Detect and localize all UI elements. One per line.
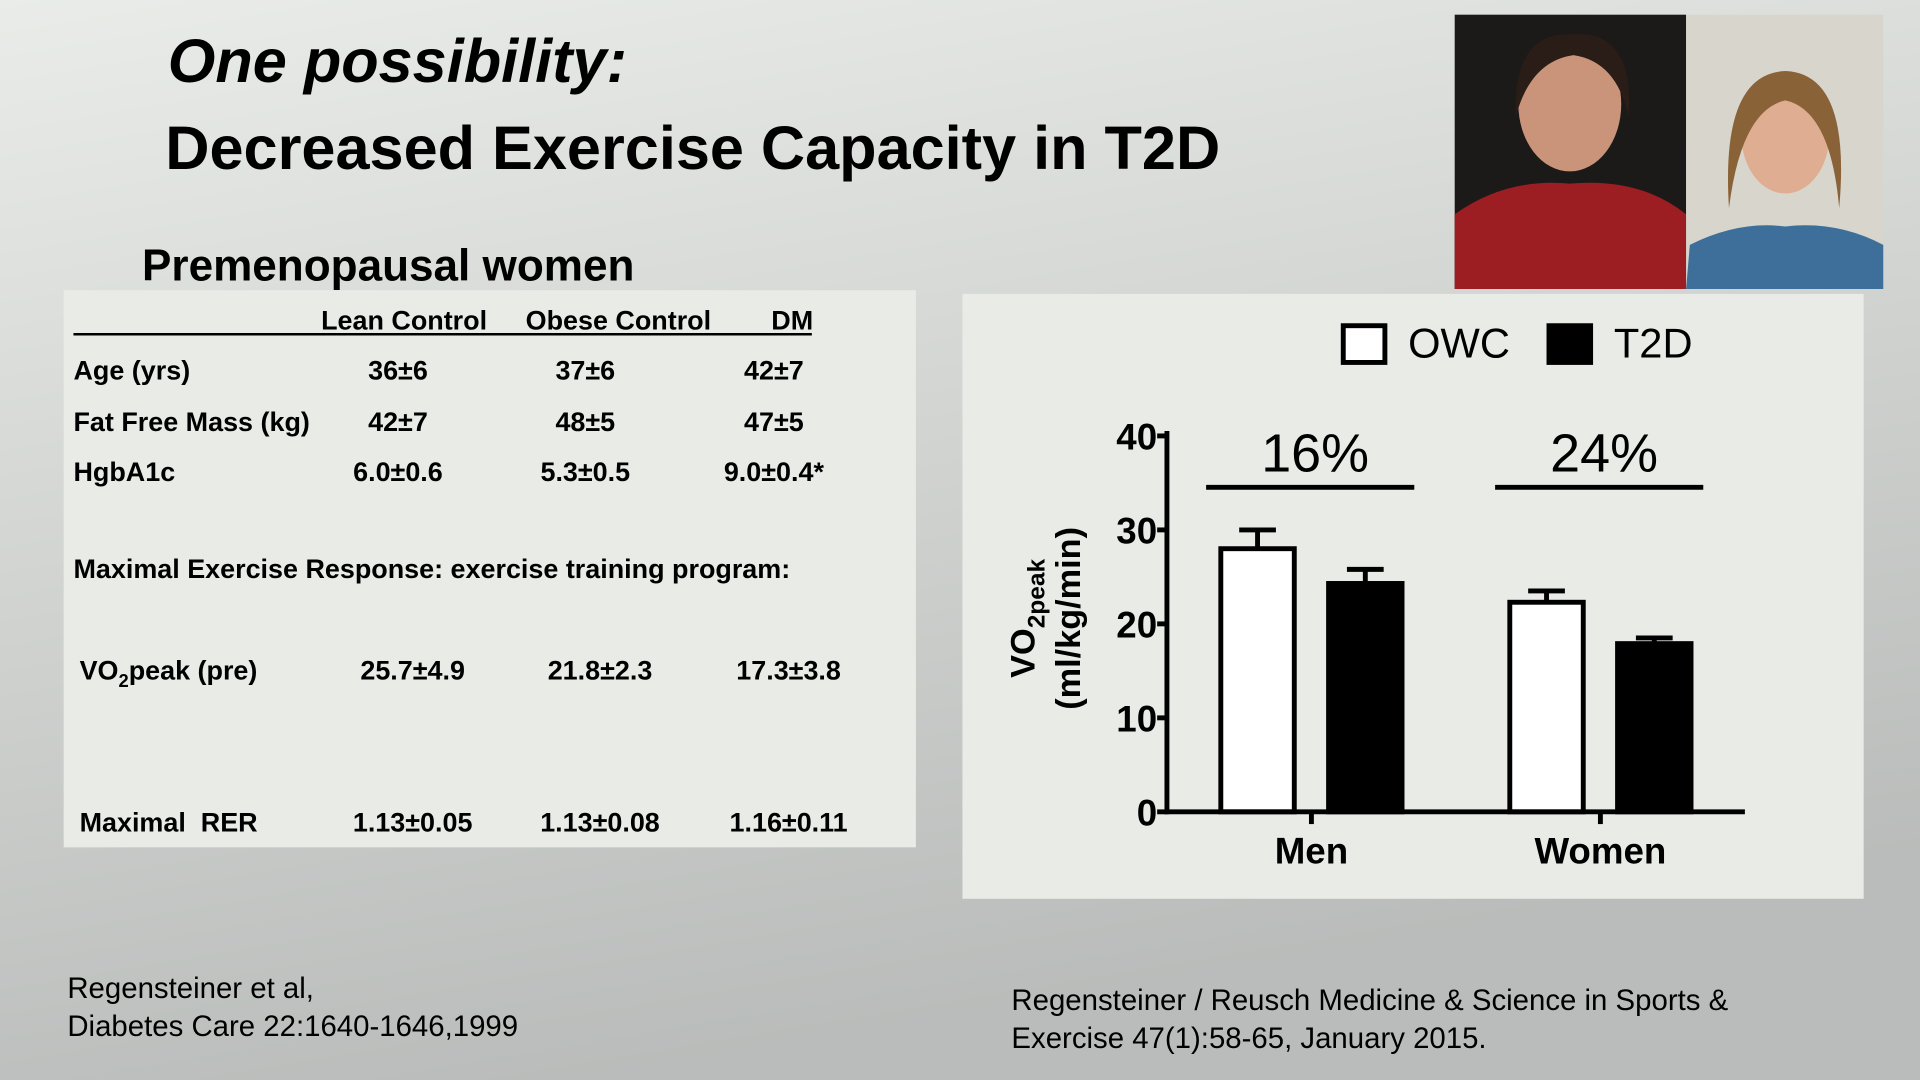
cell: 17.3±3.8	[736, 656, 841, 686]
legend-swatch	[1340, 323, 1388, 365]
citation: Diabetes Care 22:1640-1646,1999	[67, 1010, 518, 1043]
y-tick-label: 20	[1116, 604, 1157, 645]
table-panel	[63, 290, 916, 848]
cell: 1.13±0.08	[540, 807, 660, 837]
citation: Exercise 47(1):58-65, January 2015.	[1011, 1022, 1486, 1055]
bar	[1218, 546, 1297, 815]
row-label: Fat Free Mass (kg)	[73, 407, 309, 437]
bar	[1507, 599, 1586, 815]
cell: 36±6	[368, 356, 428, 386]
y-tick-label: 30	[1116, 510, 1157, 551]
y-axis-units: (ml/kg/min)	[1050, 527, 1088, 710]
row-label: VO2peak (pre)	[80, 656, 258, 691]
cell: 1.13±0.05	[353, 807, 473, 837]
row-label: Age (yrs)	[73, 356, 190, 386]
cell: 48±5	[555, 407, 615, 437]
cell: 21.8±2.3	[548, 656, 653, 686]
section-label: Maximal Exercise Response: exercise trai…	[73, 554, 790, 584]
chart-panel	[962, 293, 1864, 899]
chart: 0 10 20 30 40 Men 16% Women 24% OWC T2D	[1116, 320, 1745, 871]
cell: 6.0±0.6	[353, 457, 443, 487]
row-label: Maximal RER	[80, 807, 258, 837]
citation: Regensteiner / Reusch Medicine & Science…	[1011, 984, 1728, 1017]
bar	[1615, 641, 1694, 815]
cell: 42±7	[744, 356, 804, 386]
row-label-part: VO	[80, 656, 119, 686]
row-label: HgbA1c	[73, 457, 175, 487]
legend-label: OWC	[1408, 320, 1510, 367]
photo	[1686, 14, 1884, 289]
legend-label: T2D	[1614, 320, 1693, 367]
photo	[1454, 14, 1687, 289]
cell: 47±5	[744, 407, 804, 437]
legend-swatch	[1546, 323, 1594, 365]
cell: 1.16±0.11	[730, 807, 848, 837]
cell: 5.3±0.5	[540, 457, 630, 487]
y-tick-label: 40	[1116, 416, 1157, 457]
y-tick-label: 0	[1137, 792, 1157, 833]
table-subtitle: Premenopausal women	[142, 241, 634, 290]
column-header: Lean Control	[321, 305, 487, 335]
x-tick-label: Women	[1534, 830, 1666, 871]
citation: Regensteiner et al,	[67, 972, 314, 1005]
table: Maximal Exercise Response: exercise trai…	[73, 305, 847, 837]
cell: 25.7±4.9	[360, 656, 465, 686]
column-header: Obese Control	[526, 305, 711, 335]
cell: 42±7	[368, 407, 428, 437]
annotation: 16%	[1261, 423, 1369, 483]
x-tick-label: Men	[1275, 830, 1348, 871]
bar	[1326, 581, 1405, 815]
title-line: Decreased Exercise Capacity in T2D	[165, 114, 1220, 182]
cell: 37±6	[555, 356, 615, 386]
y-axis-label: VO2peak	[1005, 559, 1051, 678]
y-axis-label-main: VO	[1005, 628, 1043, 678]
y-axis-label-sub: 2peak	[1023, 559, 1050, 629]
annotation: 24%	[1550, 423, 1658, 483]
title-line: One possibility:	[168, 27, 627, 95]
column-header: DM	[771, 305, 813, 335]
row-label-part: peak (pre)	[129, 656, 258, 686]
y-tick-label: 10	[1116, 698, 1157, 739]
cell: 9.0±0.4*	[724, 457, 825, 487]
row-label-sub: 2	[118, 670, 128, 691]
